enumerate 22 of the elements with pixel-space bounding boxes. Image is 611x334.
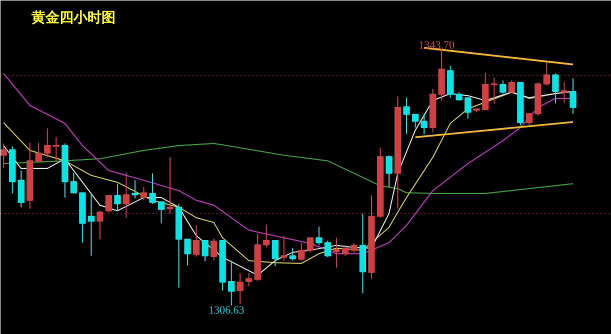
candlestick	[359, 213, 366, 294]
candlestick	[394, 96, 402, 210]
candlestick	[236, 272, 244, 304]
candlestick	[122, 172, 130, 218]
candlestick	[420, 113, 428, 134]
chart-title: 黄金四小时图	[30, 10, 116, 26]
candlestick	[228, 260, 235, 306]
candlestick	[490, 77, 498, 104]
candlestick	[44, 128, 51, 158]
candlestick	[403, 97, 410, 134]
candlestick	[52, 136, 60, 162]
candlestick	[263, 224, 270, 248]
candlestick	[26, 142, 34, 210]
annotation: 1343.70	[418, 40, 456, 52]
candlestick	[18, 170, 24, 208]
candlestick	[429, 88, 436, 133]
candlestick	[246, 272, 252, 287]
candlestick	[166, 156, 174, 214]
candlestick	[333, 237, 340, 268]
annotation: 1306.63	[208, 304, 245, 316]
candlestick	[140, 186, 148, 201]
candlestick	[88, 192, 94, 256]
